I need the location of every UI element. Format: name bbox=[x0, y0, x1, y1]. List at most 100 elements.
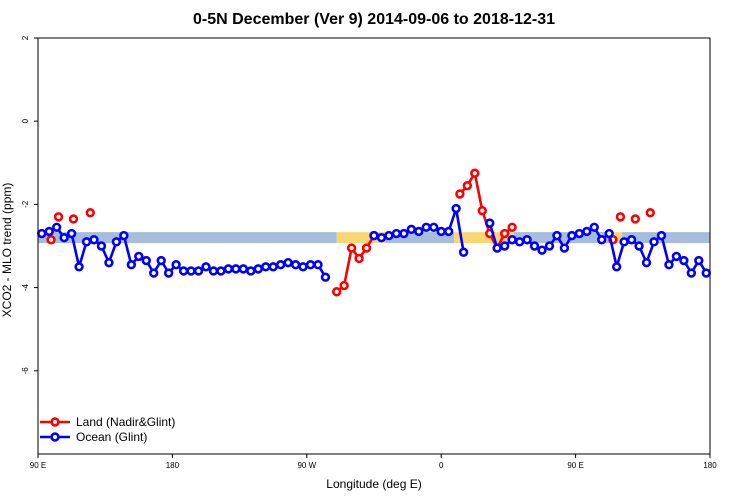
data-point bbox=[615, 212, 626, 222]
legend-item-ocean: Ocean (Glint) bbox=[40, 430, 147, 444]
data-point bbox=[339, 280, 349, 291]
data-point bbox=[51, 222, 62, 232]
data-point bbox=[414, 226, 424, 237]
data-point bbox=[208, 266, 219, 276]
data-point bbox=[141, 255, 151, 266]
data-point bbox=[443, 226, 454, 237]
data-point bbox=[485, 218, 495, 228]
series-layer bbox=[37, 168, 711, 297]
plot-frame bbox=[37, 37, 711, 455]
data-point bbox=[46, 235, 56, 245]
data-point bbox=[96, 241, 107, 251]
legend-swatch-marker bbox=[50, 432, 60, 442]
x-tick-label: 90 E bbox=[567, 461, 583, 470]
series-ocean bbox=[37, 203, 711, 282]
data-point bbox=[701, 268, 711, 278]
data-point bbox=[223, 264, 234, 274]
data-point bbox=[574, 228, 585, 239]
data-point bbox=[290, 260, 301, 270]
data-point bbox=[44, 226, 54, 237]
data-point bbox=[201, 262, 211, 272]
data-point bbox=[604, 228, 614, 239]
legend-swatch-marker bbox=[50, 417, 60, 427]
data-point bbox=[119, 230, 129, 241]
data-point bbox=[567, 230, 577, 241]
y-tick-label: -4 bbox=[21, 283, 30, 291]
data-point bbox=[406, 224, 417, 235]
data-point bbox=[261, 262, 271, 272]
data-point bbox=[694, 255, 704, 266]
data-point bbox=[149, 268, 159, 278]
y-axis-label: XCO2 - MLO trend (ppm) bbox=[0, 183, 14, 318]
data-point bbox=[656, 230, 667, 241]
data-point bbox=[686, 268, 697, 278]
data-point bbox=[470, 168, 480, 178]
data-point bbox=[641, 257, 652, 268]
data-point bbox=[649, 237, 659, 247]
data-point bbox=[679, 255, 689, 266]
data-point bbox=[384, 230, 394, 241]
data-point bbox=[477, 205, 487, 216]
data-point bbox=[391, 228, 402, 239]
data-point bbox=[507, 222, 517, 232]
data-point bbox=[597, 235, 607, 245]
data-point bbox=[455, 189, 465, 199]
data-point bbox=[331, 287, 342, 297]
data-point bbox=[559, 243, 570, 253]
y-tick-label: -2 bbox=[21, 200, 30, 208]
data-point bbox=[178, 266, 189, 276]
data-point bbox=[354, 253, 364, 264]
data-point bbox=[399, 228, 409, 239]
data-point bbox=[436, 226, 446, 237]
data-point bbox=[645, 208, 655, 218]
data-point bbox=[451, 203, 461, 214]
data-point bbox=[320, 272, 331, 282]
data-point bbox=[37, 228, 47, 239]
data-point bbox=[283, 257, 293, 268]
legend-item-land: Land (Nadir&Glint) bbox=[40, 415, 175, 429]
legend-label: Ocean (Glint) bbox=[76, 430, 147, 444]
data-point bbox=[552, 230, 562, 241]
data-point bbox=[361, 243, 372, 253]
data-point bbox=[313, 260, 323, 270]
data-point bbox=[104, 257, 114, 268]
axes: 90 E 180 90 W 0 90 E 180 2 0 -2 -4 -6 bbox=[21, 35, 717, 470]
data-point bbox=[89, 235, 99, 245]
data-point bbox=[499, 241, 510, 251]
legend: Land (Nadir&Glint)Ocean (Glint) bbox=[40, 415, 175, 444]
data-point bbox=[369, 230, 379, 241]
data-point bbox=[134, 251, 144, 262]
x-axis-label: Longitude (deg E) bbox=[326, 477, 421, 491]
data-point bbox=[346, 243, 357, 253]
data-point bbox=[634, 241, 644, 251]
data-point bbox=[514, 237, 525, 247]
data-point bbox=[111, 237, 122, 247]
data-point bbox=[664, 260, 674, 270]
y-tick-label: 0 bbox=[21, 118, 30, 123]
data-point bbox=[582, 226, 592, 237]
x-tick-label: 180 bbox=[166, 461, 180, 470]
data-point bbox=[589, 222, 599, 232]
data-point bbox=[298, 262, 308, 272]
x-tick-label: 180 bbox=[703, 461, 717, 470]
x-tick-label: 0 bbox=[439, 461, 444, 470]
data-point bbox=[268, 262, 278, 272]
data-point bbox=[66, 228, 77, 239]
data-point bbox=[671, 251, 682, 262]
data-point bbox=[231, 264, 241, 274]
legend-label: Land (Nadir&Glint) bbox=[76, 415, 175, 429]
data-point bbox=[619, 237, 629, 247]
data-point bbox=[216, 266, 226, 276]
chart-title: 0-5N December (Ver 9) 2014-09-06 to 2018… bbox=[193, 11, 555, 28]
data-point bbox=[81, 237, 92, 247]
data-point bbox=[421, 222, 431, 232]
data-point bbox=[85, 208, 95, 218]
y-tick-label: -6 bbox=[21, 367, 30, 375]
data-point bbox=[507, 235, 517, 245]
x-tick-label: 90 E bbox=[30, 461, 46, 470]
data-point bbox=[529, 241, 540, 251]
data-point bbox=[305, 260, 316, 270]
y-tick-label: 2 bbox=[21, 35, 30, 40]
data-point bbox=[429, 222, 439, 232]
